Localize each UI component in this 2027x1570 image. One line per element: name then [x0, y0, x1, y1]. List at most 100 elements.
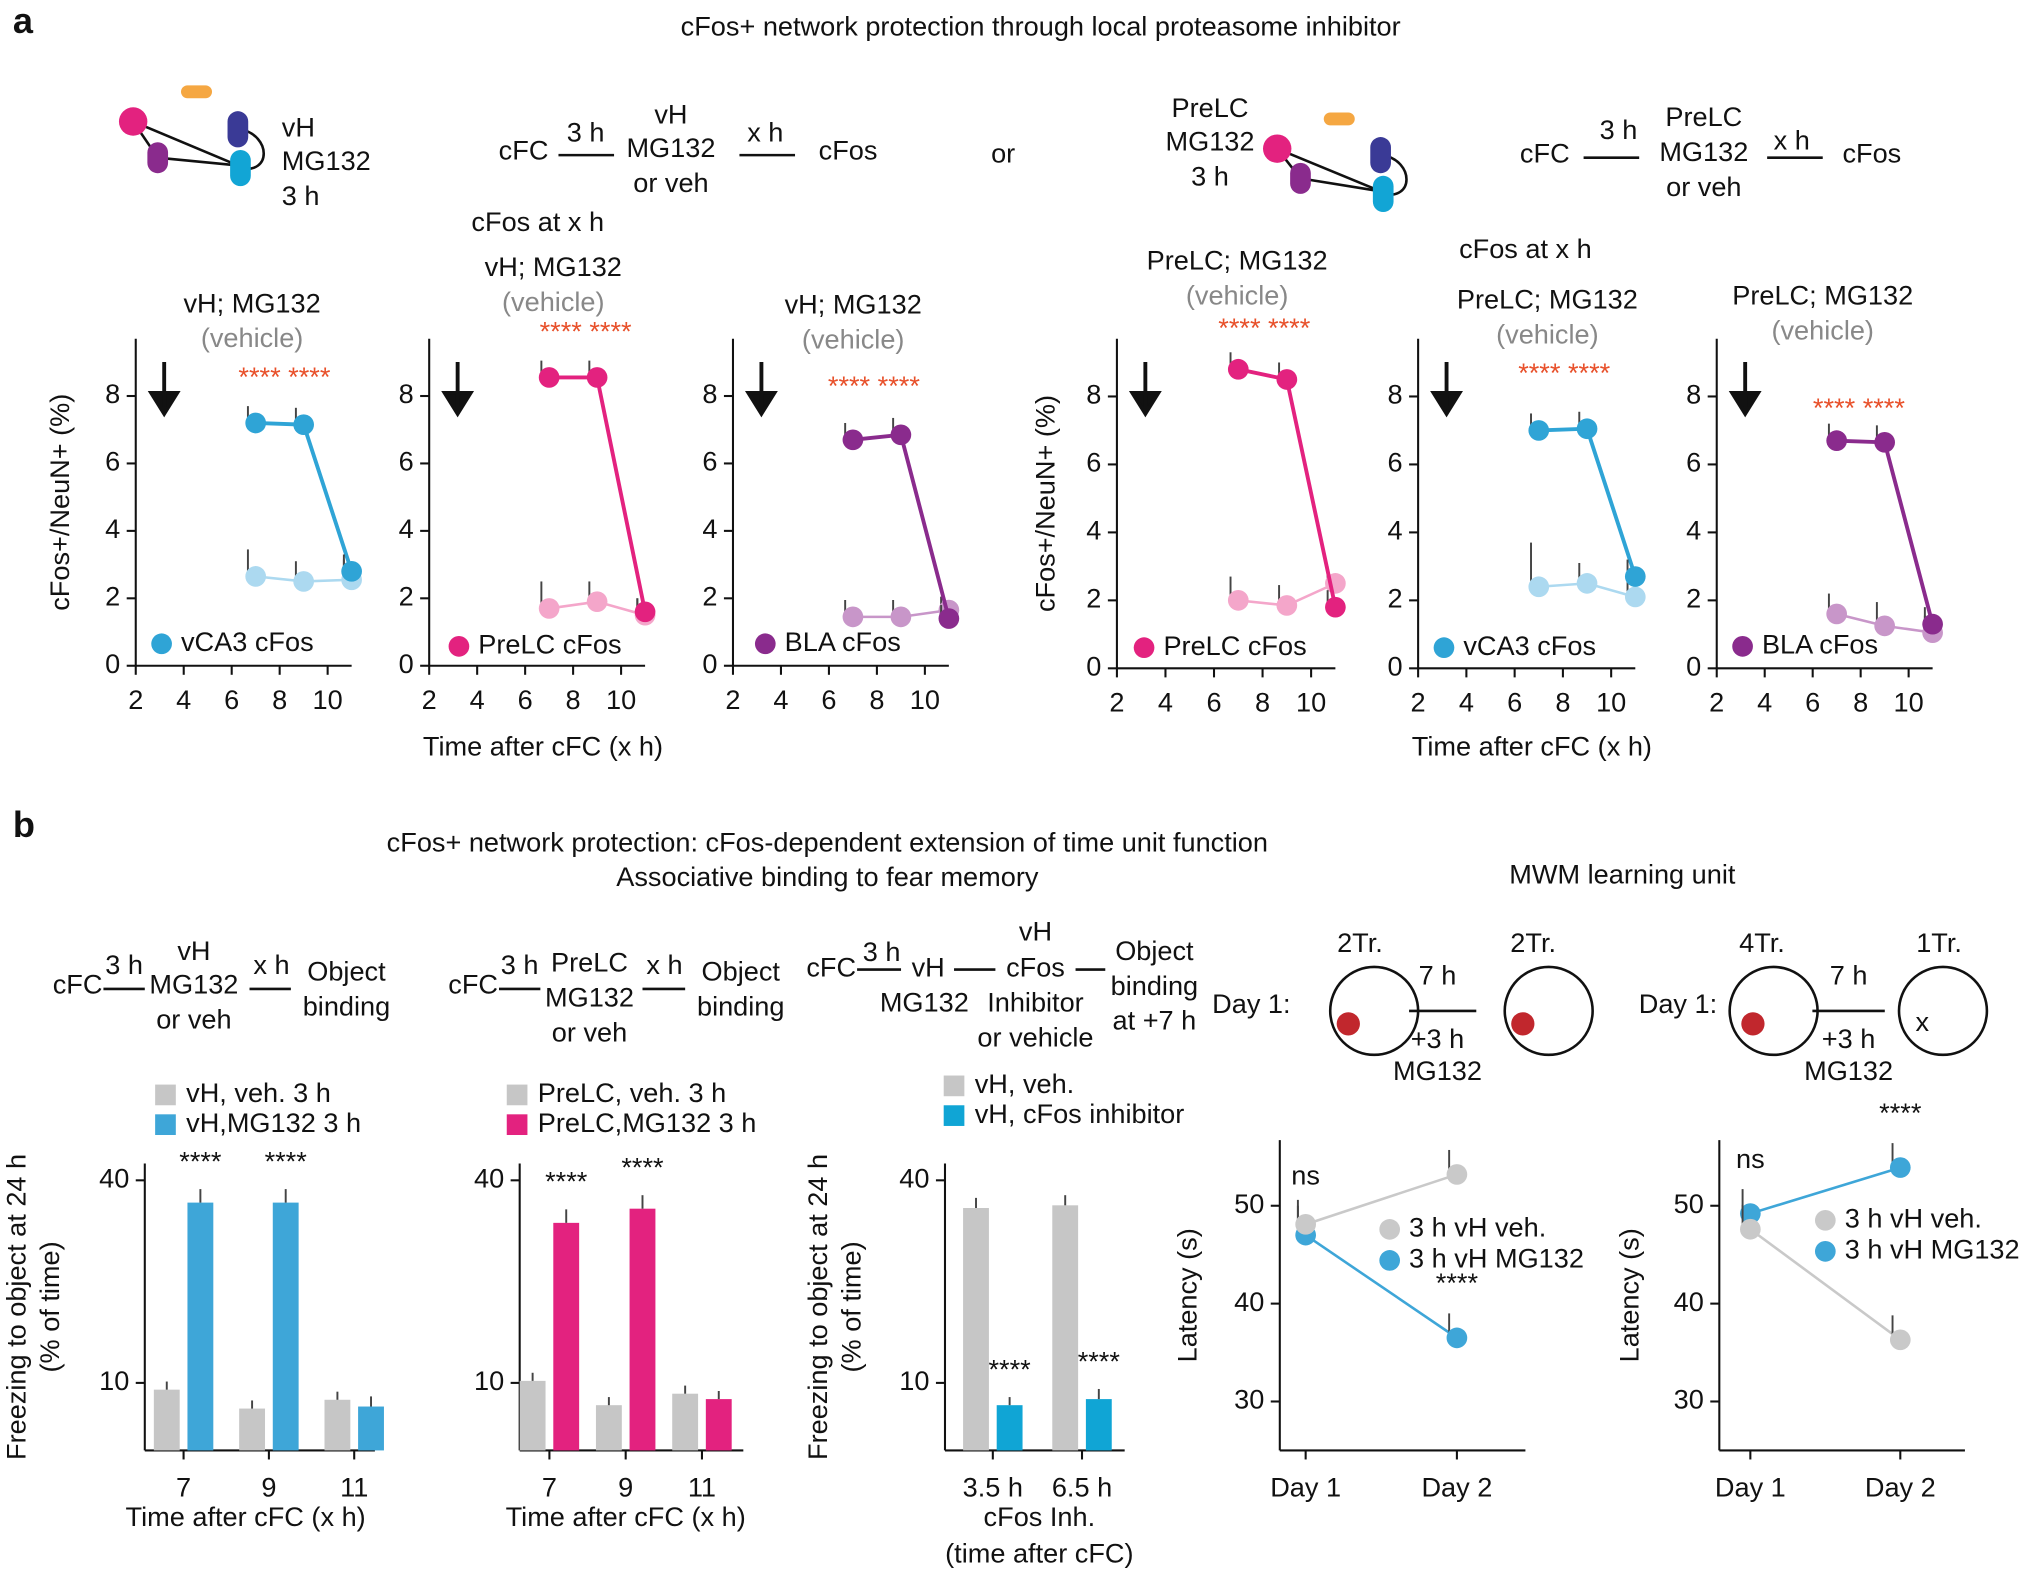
label: cFC	[53, 969, 103, 1000]
x-tick-label: Day 2	[1421, 1471, 1492, 1502]
x-tick-label: Day 2	[1865, 1471, 1936, 1502]
y-tick-label: 2	[1686, 583, 1701, 614]
x-tick-label: 2	[1411, 687, 1426, 718]
x-tick-label: 2	[128, 684, 143, 715]
label: Inhibitor	[987, 987, 1084, 1018]
chart-title: vH; MG132	[183, 287, 320, 318]
x-tick-label: Day 1	[1270, 1471, 1341, 1502]
x-tick-label: 10	[313, 684, 343, 715]
x-tick-label: 7	[176, 1471, 191, 1502]
bar	[595, 1405, 622, 1451]
significance: **** ****	[828, 370, 920, 401]
legend-marker	[754, 633, 776, 655]
x-tick-label: 8	[566, 684, 581, 715]
significance: **** ****	[238, 361, 330, 392]
bar	[672, 1393, 699, 1451]
region	[1370, 137, 1391, 174]
legend-label: BLA cFos	[785, 626, 901, 657]
legend-label: vH, veh.	[975, 1068, 1074, 1099]
y-tick-label: 8	[1388, 379, 1403, 410]
label: cFos+ network protection through local p…	[681, 11, 1401, 42]
point	[938, 608, 960, 629]
label: cFC	[1520, 137, 1570, 168]
y-tick-label: 2	[1086, 583, 1101, 614]
y-tick-label: 2	[1388, 583, 1403, 614]
y-axis-label: Freezing to object at 24 h	[802, 1154, 833, 1460]
y-axis-label: (% of time)	[34, 1241, 65, 1372]
y-tick-label: 6	[1686, 447, 1701, 478]
point	[1624, 566, 1646, 587]
point	[1740, 1218, 1761, 1240]
label: binding	[1111, 970, 1198, 1001]
label: Day 1:	[1639, 988, 1717, 1019]
point	[1528, 576, 1550, 598]
point	[1826, 430, 1848, 451]
significance: ****	[265, 1145, 308, 1176]
label: 3 h	[282, 180, 320, 211]
chart-subtitle: (vehicle)	[802, 323, 905, 354]
y-tick-label: 30	[1674, 1384, 1704, 1415]
significance: ****	[1078, 1345, 1121, 1376]
series-line	[1237, 367, 1338, 608]
label: vH	[1019, 916, 1052, 947]
y-tick-label: 10	[99, 1365, 129, 1396]
x-tick-label: 6.5 h	[1052, 1471, 1112, 1502]
y-tick-label: 4	[105, 513, 120, 544]
point	[1528, 420, 1550, 441]
y-tick-label: 4	[1686, 515, 1701, 546]
series-line	[1836, 438, 1935, 625]
x-tick-label: 8	[1255, 687, 1270, 718]
y-axis-label: cFos+/NeuN+ (%)	[1029, 395, 1060, 612]
label: +3 h	[1822, 1023, 1876, 1054]
point	[1276, 369, 1298, 390]
label: 2Tr.	[1510, 927, 1556, 958]
bar	[1052, 1205, 1079, 1451]
point	[842, 606, 864, 628]
x-tick-label: 6	[1206, 687, 1221, 718]
x-tick-label: 2	[725, 684, 740, 715]
y-tick-label: 40	[474, 1162, 504, 1193]
legend-label: vH, cFos inhibitor	[975, 1098, 1185, 1129]
label: x h	[1774, 124, 1810, 155]
region	[1372, 175, 1394, 213]
point	[1446, 1164, 1468, 1185]
point	[1227, 358, 1249, 380]
series-line	[255, 421, 354, 572]
chart-subtitle: (vehicle)	[1771, 314, 1874, 345]
significance: ****	[621, 1151, 664, 1182]
label: x h	[747, 117, 783, 148]
region	[1262, 134, 1292, 163]
point	[341, 560, 362, 582]
significance: **** ****	[1813, 392, 1905, 423]
chart-subtitle: (vehicle)	[1496, 318, 1599, 349]
x-tick-label: 4	[470, 684, 485, 715]
x-axis-label: Time after cFC (x h)	[1412, 731, 1652, 762]
y-tick-label: 0	[105, 648, 120, 679]
y-axis-label: cFos+/NeuN+ (%)	[44, 394, 75, 611]
series-line	[852, 432, 951, 620]
legend-marker	[1732, 636, 1753, 657]
y-axis-label: Freezing to object at 24 h	[0, 1154, 31, 1460]
x-tick-label: 4	[1757, 687, 1772, 718]
x-tick-label: 4	[773, 684, 788, 715]
legend-marker	[448, 636, 470, 657]
legend-label: 3 h vH veh.	[1845, 1202, 1982, 1233]
x-tick-label: 8	[1853, 687, 1868, 718]
significance: ****	[545, 1166, 588, 1197]
x-tick-label: 6	[518, 684, 533, 715]
label: MG132	[880, 987, 969, 1018]
chart-title: PreLC; MG132	[1147, 245, 1328, 276]
y-tick-label: 8	[105, 378, 120, 409]
point	[293, 571, 314, 592]
y-tick-label: 30	[1234, 1384, 1264, 1415]
pool	[1328, 965, 1420, 1057]
label: MG132	[1804, 1055, 1893, 1086]
label: Associative binding to fear memory	[616, 861, 1039, 892]
point	[1889, 1157, 1911, 1178]
y-tick-label: 10	[474, 1365, 504, 1396]
chart-subtitle: (vehicle)	[502, 286, 605, 317]
label: x h	[646, 949, 682, 980]
y-tick-label: 8	[1686, 379, 1701, 410]
label: cFos at x h	[471, 206, 604, 237]
point	[842, 429, 864, 451]
